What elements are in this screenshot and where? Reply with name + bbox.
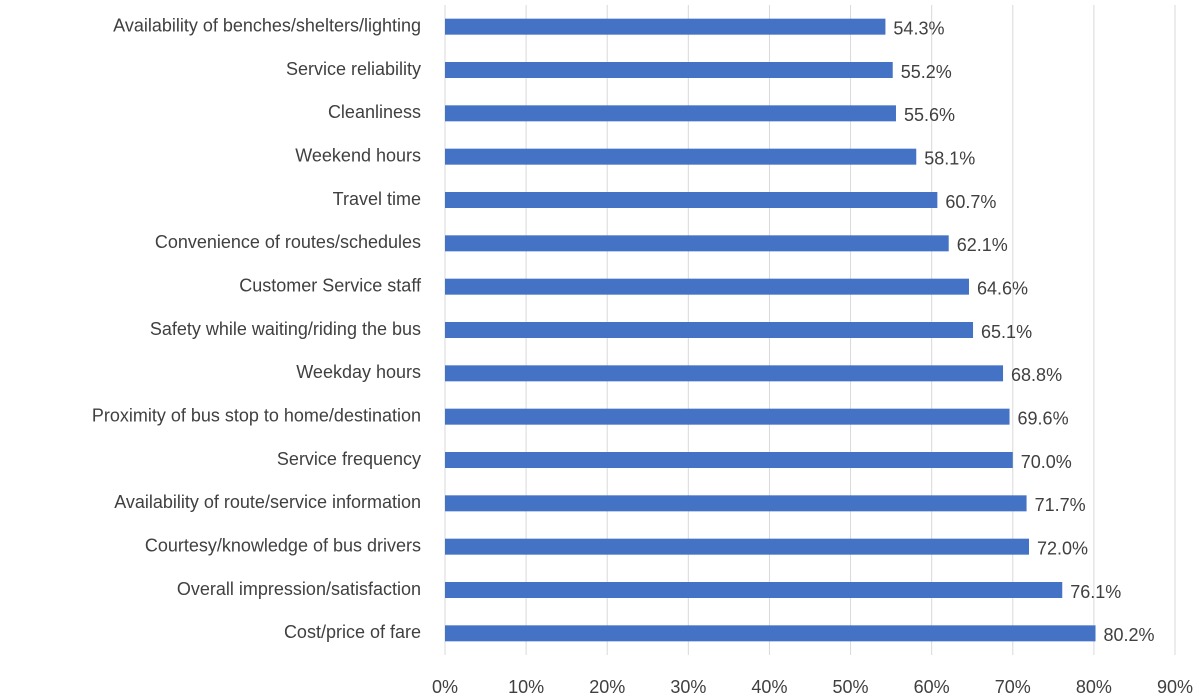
y-tick-label: Convenience of routes/schedules	[155, 232, 421, 252]
bar	[445, 148, 917, 165]
y-tick-label: Cleanliness	[328, 102, 421, 122]
bar	[445, 408, 1010, 425]
bar	[445, 625, 1096, 642]
y-tick-label: Travel time	[333, 189, 421, 209]
y-tick-label: Service frequency	[277, 449, 421, 469]
y-tick-label: Availability of route/service informatio…	[114, 492, 421, 512]
y-tick-label: Availability of benches/shelters/lightin…	[113, 15, 421, 35]
y-tick-label: Weekday hours	[296, 362, 421, 382]
y-tick-label: Customer Service staff	[239, 275, 422, 295]
data-label: 54.3%	[893, 18, 944, 38]
bar	[445, 322, 974, 338]
bar	[445, 62, 893, 78]
data-label: 71.7%	[1035, 495, 1086, 515]
bar	[445, 452, 1013, 468]
data-label: 58.1%	[924, 148, 975, 168]
x-tick-label: 30%	[670, 677, 706, 697]
data-label: 72.0%	[1037, 538, 1088, 558]
x-tick-label: 50%	[833, 677, 869, 697]
data-label: 65.1%	[981, 322, 1032, 342]
data-label: 64.6%	[977, 278, 1028, 298]
data-label: 69.6%	[1018, 408, 1069, 428]
bar	[445, 105, 896, 122]
bar	[445, 18, 886, 35]
data-label: 62.1%	[957, 235, 1008, 255]
x-tick-label: 0%	[432, 677, 458, 697]
data-label: 80.2%	[1104, 625, 1155, 645]
y-tick-label: Courtesy/knowledge of bus drivers	[145, 535, 421, 555]
y-tick-label: Weekend hours	[295, 145, 421, 165]
data-label: 60.7%	[945, 192, 996, 212]
data-label: 55.2%	[901, 62, 952, 82]
data-label: 76.1%	[1070, 582, 1121, 602]
y-tick-label: Service reliability	[286, 59, 421, 79]
bar	[445, 278, 969, 295]
y-tick-label: Cost/price of fare	[284, 622, 421, 642]
x-tick-label: 80%	[1076, 677, 1112, 697]
bar	[445, 538, 1029, 555]
bar	[445, 235, 949, 252]
data-label: 55.6%	[904, 105, 955, 125]
data-label: 70.0%	[1021, 452, 1072, 472]
bar	[445, 495, 1027, 512]
x-tick-label: 10%	[508, 677, 544, 697]
y-tick-label: Overall impression/satisfaction	[177, 579, 421, 599]
bar	[445, 582, 1063, 598]
bar	[445, 365, 1004, 382]
x-tick-label: 90%	[1157, 677, 1193, 697]
y-tick-label: Safety while waiting/riding the bus	[150, 319, 421, 339]
y-tick-label: Proximity of bus stop to home/destinatio…	[92, 405, 421, 425]
x-tick-label: 40%	[751, 677, 787, 697]
data-label: 68.8%	[1011, 365, 1062, 385]
x-tick-label: 70%	[995, 677, 1031, 697]
x-tick-label: 20%	[589, 677, 625, 697]
x-tick-label: 60%	[914, 677, 950, 697]
bar	[445, 192, 938, 208]
